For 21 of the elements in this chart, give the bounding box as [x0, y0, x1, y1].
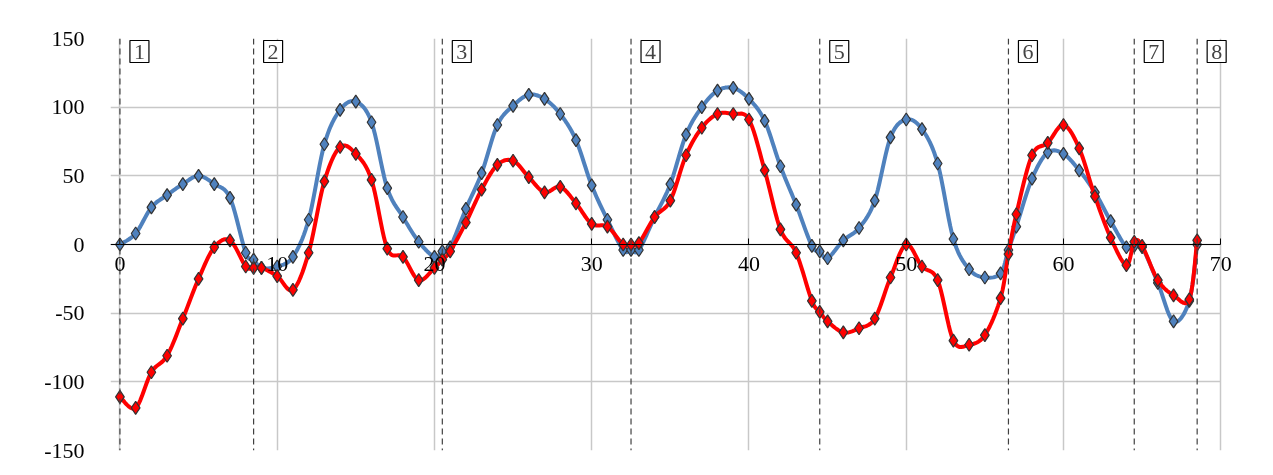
annotation: 2 — [267, 38, 279, 64]
y-tick-label: 0 — [73, 231, 85, 257]
annotation: 5 — [833, 38, 845, 64]
annotation: 6 — [1022, 38, 1034, 64]
y-tick-label: 100 — [51, 94, 85, 120]
x-tick-label: 50 — [895, 250, 918, 276]
annotation: 4 — [645, 38, 657, 64]
x-tick-label: 0 — [114, 250, 126, 276]
y-tick-label: -150 — [44, 437, 85, 463]
x-tick-label: 40 — [737, 250, 760, 276]
y-tick-label: -100 — [44, 368, 85, 394]
annotation: 3 — [456, 38, 468, 64]
x-tick-label: 60 — [1052, 250, 1075, 276]
x-tick-label: 70 — [1209, 250, 1232, 276]
y-tick-label: -50 — [55, 300, 85, 326]
y-tick-label: 50 — [62, 162, 85, 188]
annotation: 1 — [133, 38, 145, 64]
y-tick-label: 150 — [51, 25, 85, 51]
annotation: 7 — [1148, 38, 1160, 64]
annotation: 8 — [1211, 38, 1223, 64]
x-tick-label: 30 — [580, 250, 603, 276]
